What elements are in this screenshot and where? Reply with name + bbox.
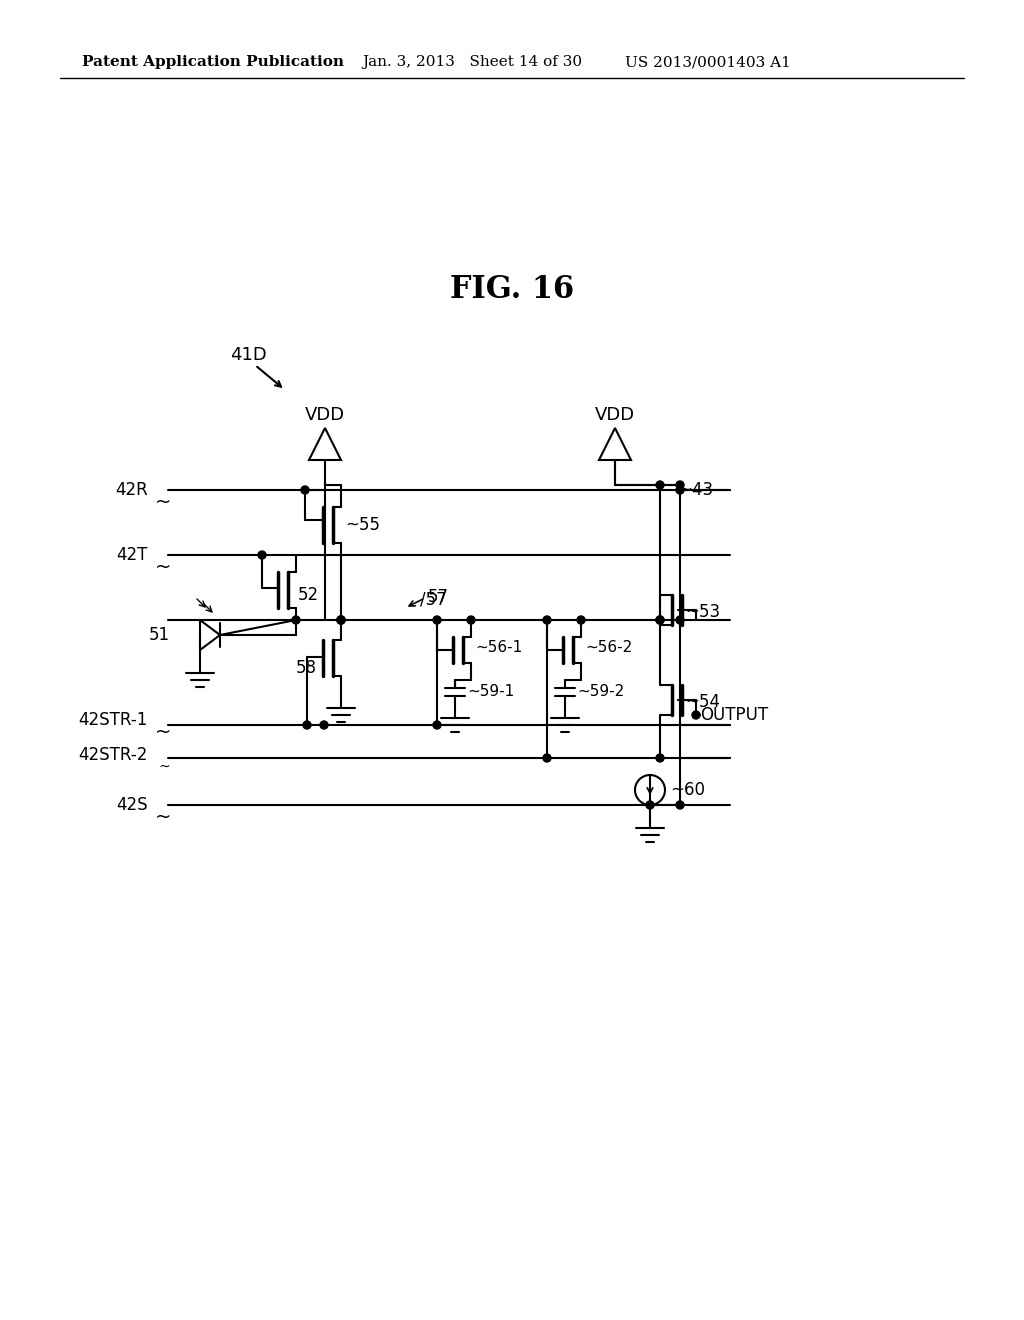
Text: ~59-1: ~59-1 bbox=[467, 685, 514, 700]
Circle shape bbox=[656, 480, 664, 488]
Text: ~: ~ bbox=[158, 760, 170, 774]
Circle shape bbox=[337, 616, 345, 624]
Text: ~55: ~55 bbox=[345, 516, 380, 535]
Circle shape bbox=[467, 616, 475, 624]
Text: 57: 57 bbox=[428, 587, 449, 606]
Text: VDD: VDD bbox=[305, 407, 345, 424]
Circle shape bbox=[258, 550, 266, 558]
Circle shape bbox=[303, 721, 311, 729]
Circle shape bbox=[577, 616, 585, 624]
Circle shape bbox=[692, 711, 700, 719]
Text: 42STR-2: 42STR-2 bbox=[79, 746, 148, 764]
Circle shape bbox=[433, 721, 441, 729]
Circle shape bbox=[337, 616, 345, 624]
Circle shape bbox=[337, 616, 345, 624]
Text: US 2013/0001403 A1: US 2013/0001403 A1 bbox=[625, 55, 791, 69]
Circle shape bbox=[292, 616, 300, 624]
Text: FIG. 16: FIG. 16 bbox=[450, 275, 574, 305]
Text: ~56-2: ~56-2 bbox=[585, 639, 632, 655]
Circle shape bbox=[676, 480, 684, 488]
Circle shape bbox=[543, 616, 551, 624]
Text: ~54: ~54 bbox=[685, 693, 720, 711]
Text: 42S: 42S bbox=[117, 796, 148, 814]
Circle shape bbox=[301, 486, 309, 494]
Text: VDD: VDD bbox=[595, 407, 635, 424]
Circle shape bbox=[676, 801, 684, 809]
Text: 41D: 41D bbox=[230, 346, 266, 364]
Text: ~53: ~53 bbox=[685, 603, 720, 620]
Text: 58: 58 bbox=[296, 659, 317, 677]
Text: ~43: ~43 bbox=[678, 480, 713, 499]
Text: 52: 52 bbox=[298, 586, 319, 605]
Text: 42STR-1: 42STR-1 bbox=[79, 711, 148, 729]
Circle shape bbox=[656, 754, 664, 762]
Text: 42R: 42R bbox=[116, 480, 148, 499]
Circle shape bbox=[646, 801, 654, 809]
Circle shape bbox=[433, 616, 441, 624]
Text: ~: ~ bbox=[155, 722, 171, 742]
Circle shape bbox=[656, 616, 664, 624]
Text: ~: ~ bbox=[155, 808, 171, 826]
Circle shape bbox=[319, 721, 328, 729]
Text: 51: 51 bbox=[148, 626, 170, 644]
Circle shape bbox=[656, 616, 664, 624]
Text: 42T: 42T bbox=[117, 546, 148, 564]
Text: Patent Application Publication: Patent Application Publication bbox=[82, 55, 344, 69]
Text: /57: /57 bbox=[420, 591, 446, 609]
Text: OUTPUT: OUTPUT bbox=[700, 706, 768, 723]
Circle shape bbox=[543, 754, 551, 762]
Text: ~59-2: ~59-2 bbox=[577, 685, 625, 700]
Circle shape bbox=[676, 486, 684, 494]
Text: ~60: ~60 bbox=[670, 781, 705, 799]
Text: Jan. 3, 2013   Sheet 14 of 30: Jan. 3, 2013 Sheet 14 of 30 bbox=[362, 55, 582, 69]
Text: ~: ~ bbox=[155, 492, 171, 511]
Text: ~: ~ bbox=[155, 557, 171, 577]
Text: ~56-1: ~56-1 bbox=[475, 639, 522, 655]
Circle shape bbox=[676, 616, 684, 624]
